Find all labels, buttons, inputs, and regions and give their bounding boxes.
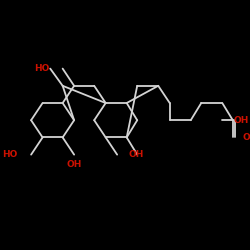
Text: OH: OH — [66, 160, 82, 169]
Text: OH: OH — [234, 116, 249, 125]
Text: O: O — [242, 133, 250, 142]
Text: HO: HO — [2, 150, 18, 159]
Text: OH: OH — [128, 150, 144, 159]
Text: HO: HO — [34, 64, 49, 73]
